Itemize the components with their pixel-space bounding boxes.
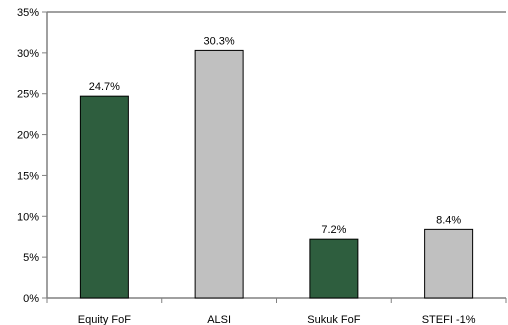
bar-alsi	[194, 49, 244, 299]
x-axis-ticks: Equity FoF ALSI Sukuk FoF STEFI -1%	[46, 298, 507, 325]
x-tick-label: STEFI -1%	[422, 314, 476, 325]
x-tick-label: ALSI	[207, 314, 231, 325]
y-tick-label: 20%	[17, 130, 39, 142]
bar-value-label: 30.3%	[204, 35, 235, 47]
x-tick-label: Equity FoF	[78, 314, 131, 325]
data-labels: 24.7% 30.3% 7.2% 8.4%	[89, 35, 462, 236]
x-tick-label: Sukuk FoF	[307, 314, 360, 325]
y-tick-label: 0%	[23, 293, 39, 305]
bar-sukuk-fof	[309, 238, 359, 299]
bar-stefi-1	[424, 228, 474, 299]
y-tick-label: 25%	[17, 89, 39, 101]
y-tick-label: 35%	[17, 7, 39, 19]
bar-value-label: 24.7%	[89, 81, 120, 93]
bar-value-label: 7.2%	[321, 224, 346, 236]
bar-value-label: 8.4%	[436, 214, 461, 226]
y-tick-label: 5%	[23, 252, 39, 264]
y-tick-label: 10%	[17, 211, 39, 223]
bar-equity-fof	[79, 95, 129, 299]
y-axis-ticks: 0% 5% 10% 15% 20% 25% 30% 35%	[17, 7, 47, 305]
bar-series	[79, 49, 474, 299]
y-tick-label: 30%	[17, 48, 39, 60]
y-tick-label: 15%	[17, 170, 39, 182]
